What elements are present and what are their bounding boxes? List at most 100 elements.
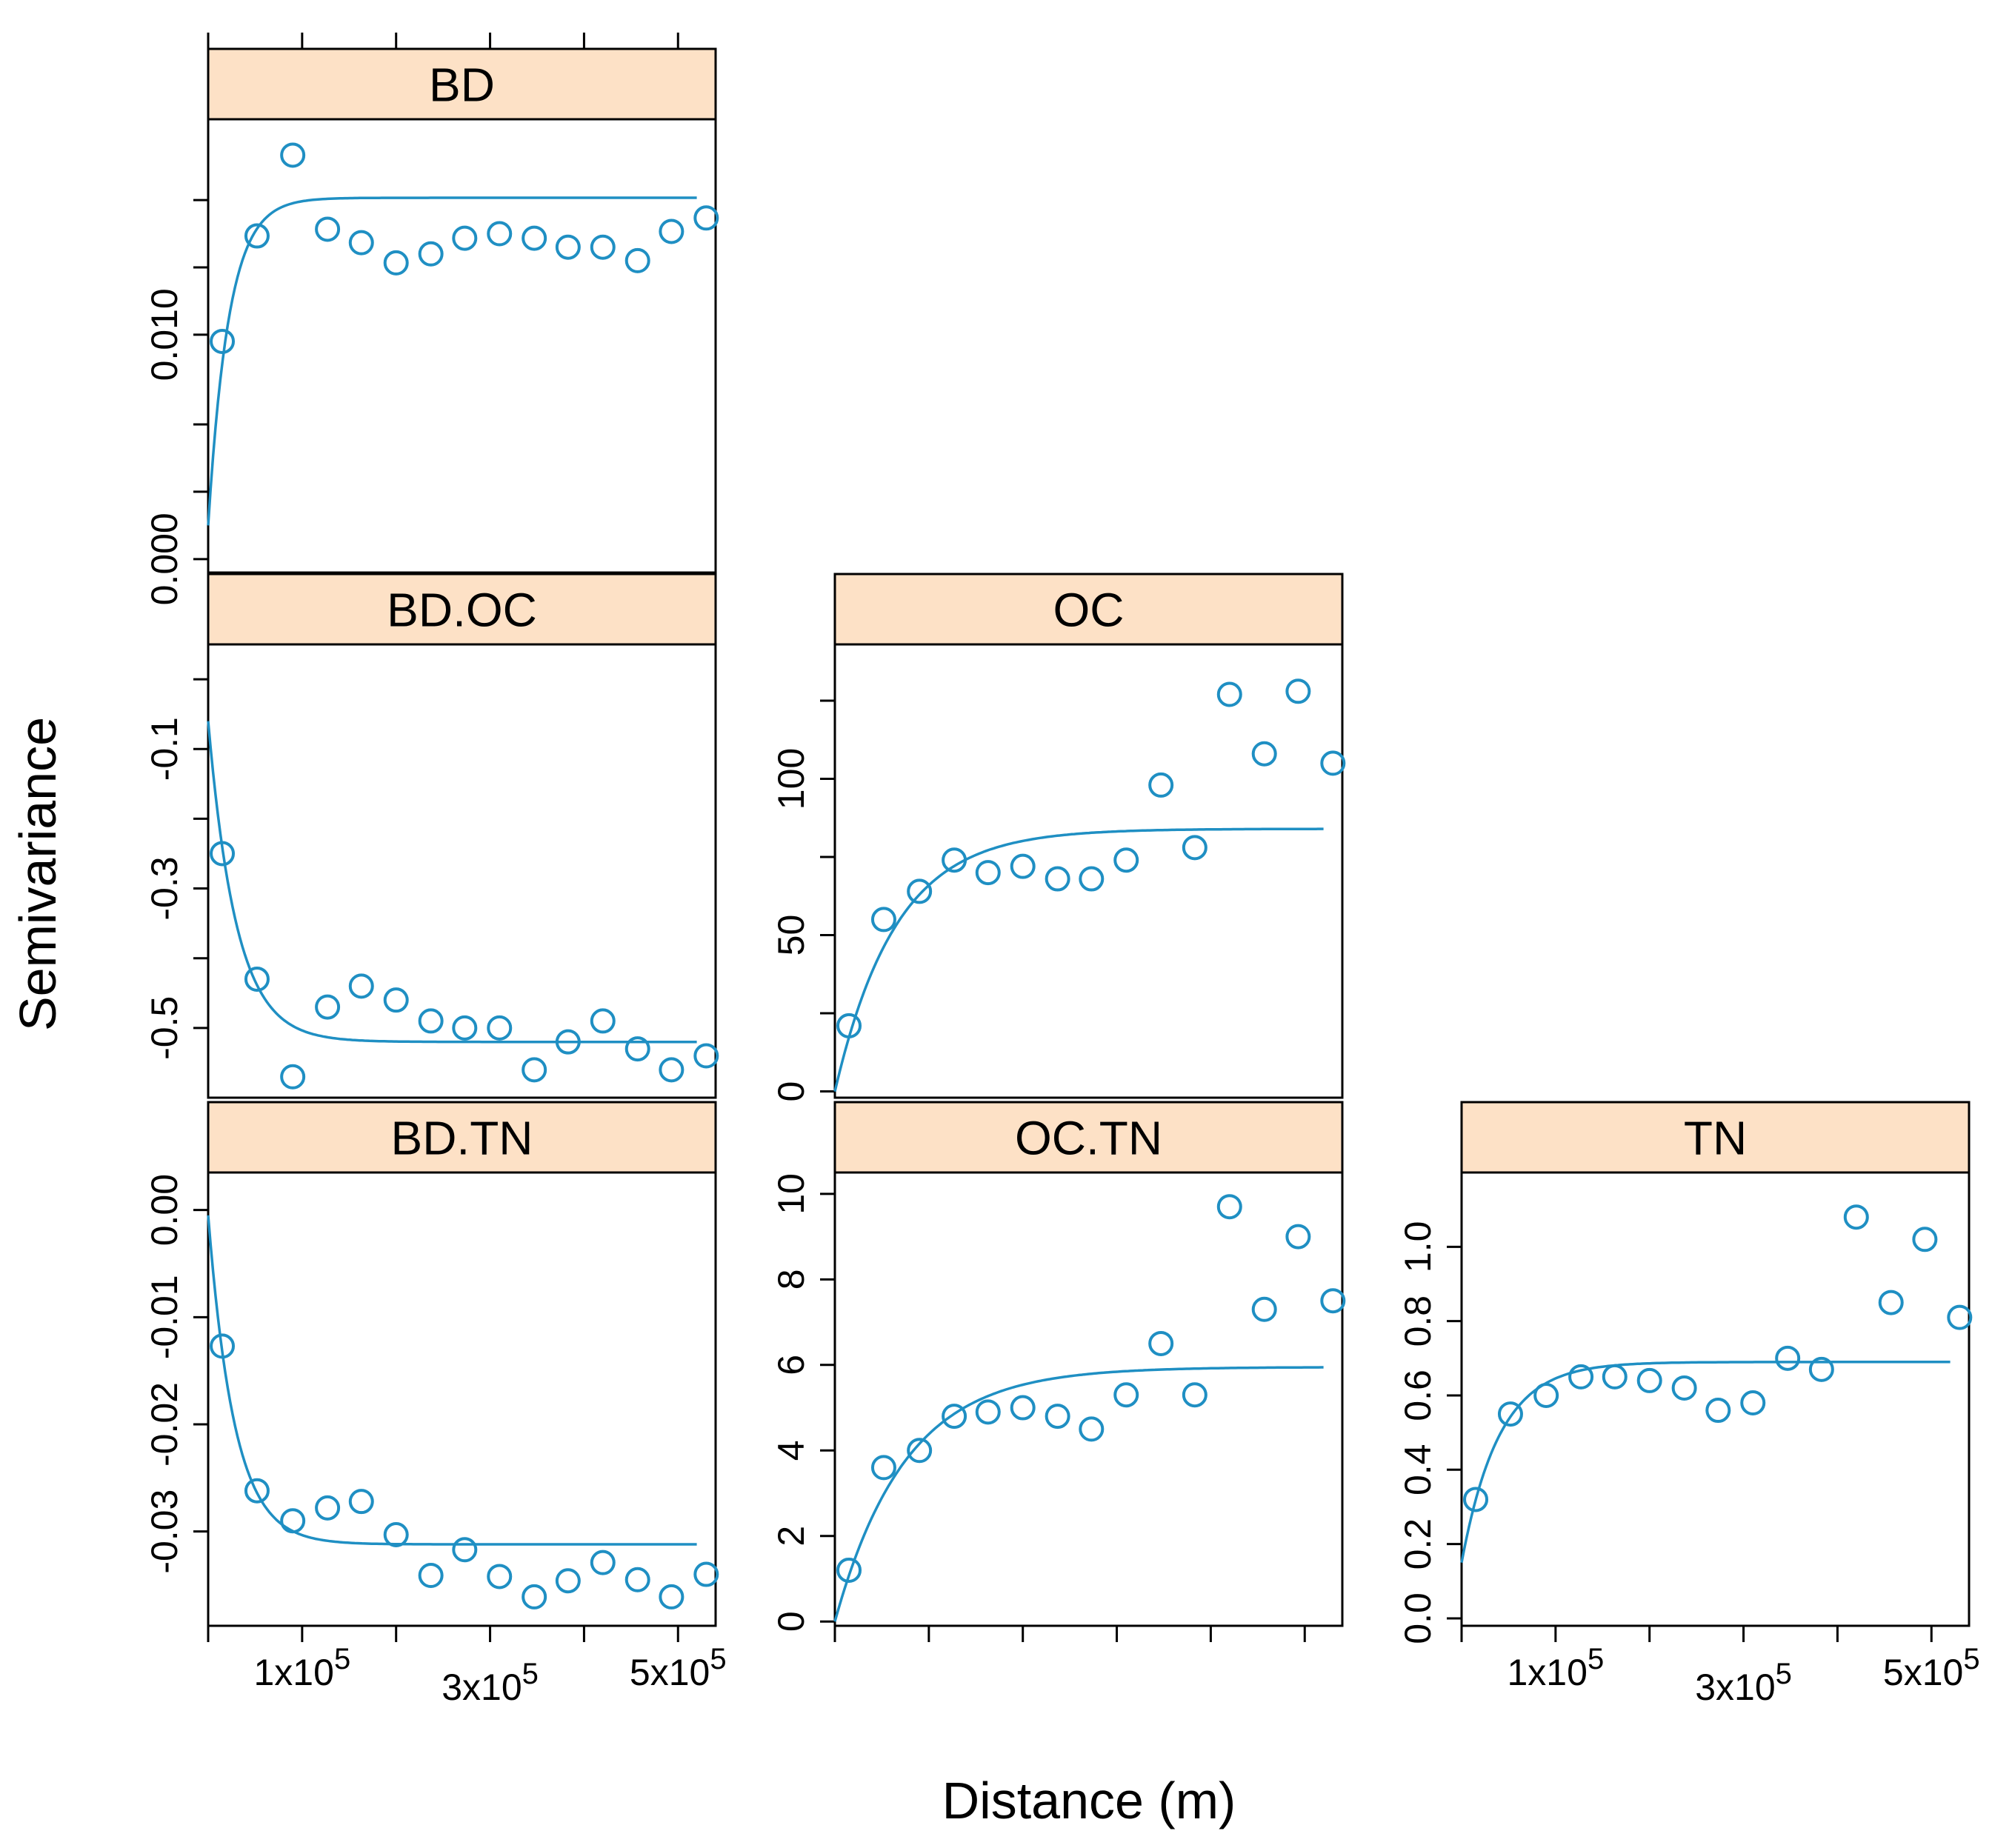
point-oc-2 — [907, 878, 933, 904]
point-oc-tn-4 — [975, 1399, 1001, 1425]
strip-bd — [207, 47, 717, 121]
x-tick-label-base: 5x10 — [1883, 1652, 1963, 1693]
y-tick-label-oc-tn-0: 0 — [770, 1611, 812, 1632]
strip-bd-tn — [207, 1101, 717, 1174]
point-bd-oc-12 — [624, 1036, 650, 1062]
point-bd-10 — [555, 234, 581, 260]
point-bd-oc-10 — [555, 1029, 581, 1055]
point-oc-tn-8 — [1113, 1382, 1139, 1408]
x-tick-label-exp: 5 — [710, 1643, 726, 1675]
strip-label-bd-tn: BD.TN — [391, 1112, 533, 1165]
point-tn-2 — [1533, 1382, 1559, 1408]
x-tick-label-bd-tn-2: 5x105 — [630, 1643, 727, 1693]
x-tick-label-exp: 5 — [1963, 1643, 1979, 1675]
point-bd-tn-12 — [624, 1567, 650, 1592]
point-bd-oc-5 — [383, 987, 409, 1013]
point-bd-oc-6 — [418, 1008, 444, 1034]
point-oc-tn-7 — [1079, 1416, 1105, 1442]
point-bd-tn-13 — [659, 1584, 684, 1610]
x-tick-label-tn-1: 3x105 — [1695, 1658, 1792, 1708]
point-tn-13 — [1912, 1227, 1938, 1252]
point-bd-1 — [244, 223, 270, 249]
point-bd-tn-2 — [280, 1508, 306, 1534]
y-tick-label-oc-tn-4: 8 — [770, 1269, 812, 1290]
point-oc-tn-0 — [836, 1557, 862, 1583]
y-tick-label-bd-tn-1: -0.02 — [144, 1382, 185, 1467]
plot-frame-oc-tn — [833, 1171, 1344, 1627]
point-bd-oc-13 — [659, 1057, 684, 1083]
point-bd-11 — [590, 234, 616, 260]
point-oc-13 — [1285, 678, 1311, 704]
y-tick-label-tn-4: 0.8 — [1397, 1295, 1439, 1347]
point-oc-14 — [1320, 750, 1346, 776]
point-bd-6 — [418, 241, 444, 267]
x-tick-label-bd-tn-0: 1x105 — [254, 1643, 351, 1693]
strip-oc-tn — [833, 1101, 1344, 1174]
plot-frame-bd-tn — [207, 1171, 717, 1627]
y-tick-label-oc-tn-2: 4 — [770, 1440, 812, 1461]
point-tn-8 — [1740, 1390, 1766, 1416]
point-bd-5 — [383, 250, 409, 276]
point-oc-tn-9 — [1148, 1330, 1174, 1356]
point-bd-oc-14 — [693, 1043, 719, 1069]
point-bd-tn-9 — [522, 1584, 547, 1610]
y-tick-label-bd-1: 0.010 — [144, 288, 185, 381]
panels-layer: BD0.0000.010BD.OC-0.1-0.3-0.5OC050100BD.… — [144, 33, 1980, 1708]
point-tn-14 — [1947, 1304, 1973, 1330]
x-tick-label-base: 3x10 — [1695, 1667, 1775, 1708]
point-oc-5 — [1010, 853, 1036, 879]
y-tick-label-oc-tn-3: 6 — [770, 1355, 812, 1375]
point-oc-9 — [1148, 772, 1174, 798]
x-tick-label-bd-tn-1: 3x105 — [442, 1658, 539, 1708]
y-tick-label-tn-1: 0.2 — [1397, 1518, 1439, 1570]
point-bd-14 — [693, 205, 719, 231]
fit-line-oc-tn — [833, 1366, 1324, 1622]
point-oc-12 — [1251, 741, 1277, 767]
y-tick-label-oc-1: 50 — [770, 915, 812, 956]
strip-tn — [1460, 1101, 1971, 1174]
point-bd-tn-4 — [348, 1489, 374, 1515]
y-tick-label-bd-tn-0: -0.03 — [144, 1490, 185, 1574]
y-tick-label-bd-oc-1: -0.3 — [144, 856, 185, 920]
y-tick-label-bd-oc-0: -0.1 — [144, 717, 185, 781]
point-bd-tn-11 — [590, 1550, 616, 1575]
strip-label-tn: TN — [1684, 1112, 1747, 1165]
point-tn-5 — [1636, 1367, 1662, 1393]
point-oc-tn-2 — [907, 1438, 933, 1464]
plot-frame-bd-oc — [207, 643, 717, 1099]
point-bd-oc-8 — [487, 1015, 513, 1041]
point-oc-6 — [1045, 866, 1070, 892]
y-tick-label-bd-tn-3: 0.00 — [144, 1174, 185, 1246]
point-bd-oc-2 — [280, 1064, 306, 1090]
point-tn-7 — [1705, 1398, 1731, 1424]
panel-bd-oc: BD.OC -0.1 -0.3 -0.5 — [144, 573, 719, 1099]
x-tick-label-tn-2: 5x105 — [1883, 1643, 1980, 1693]
point-bd-oc-7 — [452, 1015, 478, 1041]
point-bd-tn-7 — [452, 1537, 478, 1563]
point-bd-oc-4 — [348, 973, 374, 999]
point-bd-tn-14 — [693, 1561, 719, 1587]
plot-frame-bd — [207, 118, 717, 574]
point-bd-oc-11 — [590, 1008, 616, 1034]
y-tick-label-oc-tn-5: 10 — [770, 1173, 812, 1215]
strip-label-oc-tn: OC.TN — [1015, 1112, 1162, 1165]
point-bd-13 — [659, 219, 684, 244]
y-tick-label-tn-0: 0.0 — [1397, 1592, 1439, 1644]
panel-oc: OC 0 50 100 — [770, 573, 1346, 1101]
point-bd-tn-5 — [383, 1522, 409, 1548]
point-oc-tn-10 — [1182, 1382, 1207, 1408]
x-tick-label-base: 1x10 — [1508, 1652, 1588, 1693]
x-tick-label-exp: 5 — [334, 1643, 350, 1675]
point-bd-tn-1 — [244, 1478, 270, 1504]
point-oc-tn-12 — [1251, 1296, 1277, 1322]
point-oc-4 — [975, 860, 1001, 886]
point-tn-6 — [1671, 1375, 1697, 1401]
plot-frame-tn — [1460, 1171, 1971, 1627]
point-oc-tn-11 — [1216, 1194, 1242, 1220]
strip-label-bd: BD — [429, 59, 495, 112]
fit-line-bd-tn — [207, 1215, 697, 1546]
point-tn-0 — [1463, 1487, 1489, 1512]
